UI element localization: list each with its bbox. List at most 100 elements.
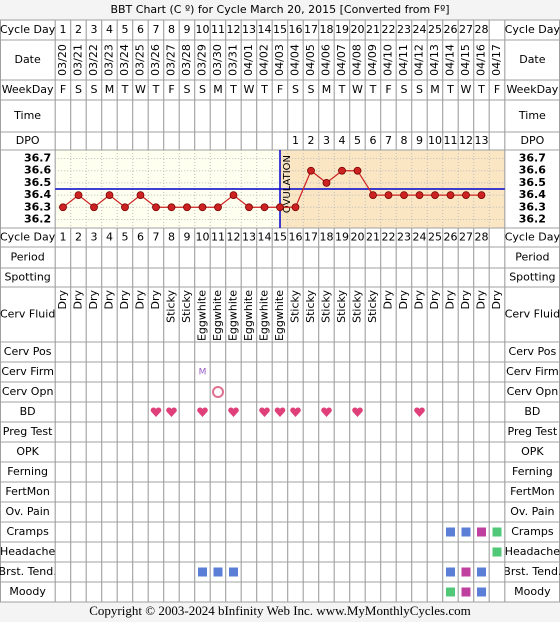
cell	[333, 441, 351, 463]
date: 04/07	[335, 44, 348, 76]
cerv-fluid: Eggwhite	[242, 290, 255, 341]
cell	[395, 481, 413, 503]
cell	[488, 246, 506, 269]
cell	[101, 267, 118, 288]
cerv-fluid: Dry	[444, 290, 457, 310]
cell	[70, 521, 87, 543]
dpo: 11	[444, 134, 458, 147]
cell	[426, 381, 444, 403]
cell	[488, 401, 506, 423]
cell	[256, 561, 273, 583]
cell	[318, 267, 335, 288]
row-label: Date	[14, 53, 41, 66]
cell	[395, 441, 413, 463]
cell	[364, 267, 382, 288]
cell	[302, 561, 320, 583]
cerv-fluid: Dry	[149, 290, 162, 310]
cell	[209, 441, 227, 463]
cell	[194, 381, 211, 403]
cell	[287, 461, 304, 483]
cell	[147, 341, 165, 363]
cerv-fluid: Dry	[428, 290, 441, 310]
date: 04/16	[475, 44, 488, 76]
cycle-day: 13	[242, 231, 256, 244]
cell	[380, 421, 397, 443]
cell	[132, 131, 149, 151]
cycle-day: 28	[475, 231, 489, 244]
cell	[70, 561, 87, 583]
row-label: WeekDay	[506, 83, 558, 96]
row-label: Time	[13, 109, 41, 122]
cell	[271, 267, 289, 288]
cell	[364, 99, 382, 133]
row-label: Preg Test	[508, 425, 558, 438]
cell	[209, 131, 227, 151]
date: 04/15	[459, 44, 472, 76]
weekday: S	[91, 83, 98, 96]
row-label: Cerv Opn	[507, 385, 559, 398]
temp-point	[214, 203, 222, 212]
cell	[302, 401, 320, 423]
row-label: Cerv Fluid	[505, 308, 560, 321]
cell	[457, 541, 475, 563]
cerv-fluid: Dry	[413, 290, 426, 310]
cell	[271, 581, 289, 603]
weekday: F	[385, 83, 391, 96]
cell	[380, 341, 397, 363]
date: 03/26	[149, 44, 162, 76]
cell	[318, 461, 335, 483]
cell	[116, 581, 134, 603]
cell	[411, 481, 428, 503]
cell	[101, 341, 118, 363]
cell	[426, 361, 444, 383]
cell	[426, 341, 444, 363]
cell	[411, 381, 428, 403]
bd-heart	[150, 407, 162, 417]
row-label: Cramps	[511, 525, 554, 538]
cell	[132, 501, 149, 523]
cerv-fluid: Dry	[382, 290, 395, 310]
cell	[209, 581, 227, 603]
cell	[178, 131, 196, 151]
cell	[240, 246, 258, 269]
chart-title: BBT Chart (C º) for Cycle March 20, 2015…	[110, 3, 449, 16]
row-label: Ov. Pain	[6, 505, 50, 518]
cell	[318, 521, 335, 543]
temp-point	[74, 191, 83, 199]
cell	[225, 341, 242, 363]
cell	[194, 341, 211, 363]
cell	[256, 381, 273, 403]
temp-point	[431, 191, 439, 199]
cell	[147, 267, 165, 288]
cell	[488, 441, 506, 463]
cell	[426, 541, 444, 563]
cell	[225, 99, 242, 133]
cell	[54, 381, 72, 403]
cell	[256, 521, 273, 543]
symptom	[477, 587, 486, 597]
cell	[209, 246, 227, 269]
cell	[333, 246, 351, 269]
temp-point	[121, 203, 129, 212]
cell	[132, 581, 149, 603]
row-label: FertMon	[510, 485, 555, 498]
cell	[256, 131, 273, 151]
weekday: T	[477, 83, 485, 96]
temp-point	[152, 203, 160, 212]
cell	[225, 461, 242, 483]
cell	[287, 561, 304, 583]
temp-point	[477, 191, 486, 199]
date: 04/10	[382, 44, 395, 76]
cell	[426, 441, 444, 463]
cell	[333, 381, 351, 403]
cell	[395, 361, 413, 383]
cycle-day: 26	[444, 23, 458, 36]
cycle-day: 12	[227, 23, 241, 36]
weekday: M	[430, 83, 440, 96]
weekday: M	[213, 83, 223, 96]
cell	[380, 561, 397, 583]
cell	[442, 361, 459, 383]
cell	[209, 501, 227, 523]
cell	[411, 501, 428, 523]
date: 04/05	[304, 44, 317, 76]
